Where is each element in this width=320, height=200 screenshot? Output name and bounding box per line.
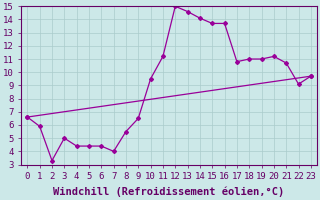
X-axis label: Windchill (Refroidissement éolien,°C): Windchill (Refroidissement éolien,°C) xyxy=(53,187,285,197)
